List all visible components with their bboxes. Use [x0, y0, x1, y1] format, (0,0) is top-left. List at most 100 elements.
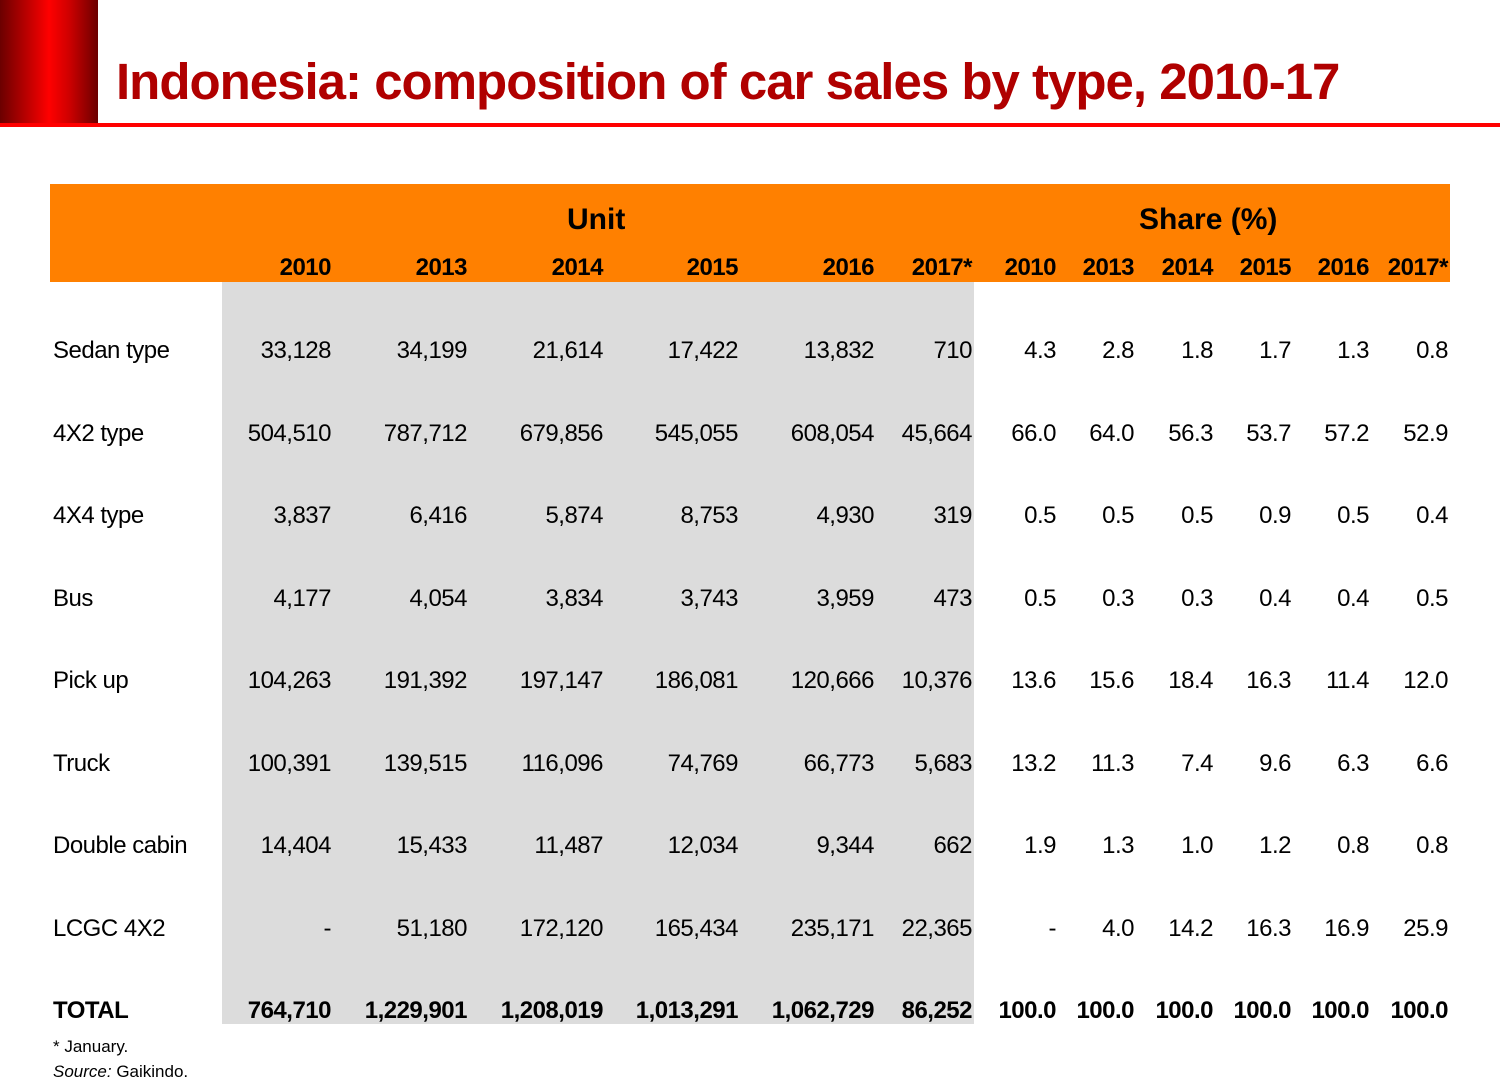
share-year-header: 2017*	[1387, 254, 1449, 281]
share-value: 6.3	[1337, 749, 1369, 777]
unit-value: 104,263	[247, 667, 332, 694]
share-value: 0.4	[1416, 502, 1448, 529]
unit-value: 116,096	[521, 749, 604, 777]
share-value: 7.4	[1181, 749, 1213, 777]
share-value: 100.0	[1233, 997, 1291, 1024]
unit-value: 235,171	[790, 914, 875, 942]
unit-year-header: 2010	[279, 254, 332, 281]
share-value: 11.4	[1326, 667, 1369, 694]
page-title: Indonesia: composition of car sales by t…	[116, 53, 1340, 110]
unit-value: 15,433	[396, 832, 468, 859]
unit-value: 13,832	[803, 337, 875, 364]
row-label: Pick up	[53, 667, 129, 694]
title-accent-bar	[0, 0, 98, 125]
share-value: 16.3	[1246, 667, 1291, 694]
unit-columns-band	[222, 282, 974, 1024]
share-value: 64.0	[1089, 419, 1134, 447]
share-value: 0.8	[1416, 832, 1448, 859]
unit-value: 608,054	[790, 419, 875, 447]
unit-year-header: 2017*	[911, 254, 973, 281]
unit-value: 319	[933, 502, 972, 529]
unit-value: 139,515	[383, 749, 468, 777]
unit-value: 5,683	[914, 749, 972, 777]
share-value: 53.7	[1246, 419, 1291, 447]
share-year-header: 2013	[1082, 254, 1135, 281]
share-value: 0.5	[1102, 502, 1134, 529]
share-value: 1.9	[1024, 832, 1056, 859]
share-value: 100.0	[998, 997, 1056, 1024]
unit-value: 51,180	[396, 914, 468, 942]
share-value: 100.0	[1311, 997, 1369, 1024]
share-value: 0.5	[1337, 502, 1369, 529]
share-value: 1.2	[1259, 832, 1291, 859]
share-value: 4.0	[1102, 914, 1134, 942]
unit-value: 679,856	[519, 419, 604, 447]
unit-year-header: 2014	[551, 254, 604, 281]
unit-value: 191,392	[383, 667, 468, 694]
share-value: 1.3	[1102, 832, 1134, 859]
share-value: 1.3	[1337, 337, 1369, 364]
unit-value: 22,365	[901, 914, 973, 942]
share-value: 100.0	[1155, 997, 1213, 1024]
share-value: 6.6	[1416, 749, 1448, 777]
share-value: 15.6	[1089, 667, 1134, 694]
share-value: 100.0	[1390, 997, 1448, 1024]
share-value: 56.3	[1168, 419, 1213, 447]
share-value: 0.5	[1181, 502, 1213, 529]
unit-value: 14,404	[260, 832, 332, 859]
share-value: 14.2	[1168, 914, 1213, 942]
unit-value: 21,614	[532, 337, 604, 364]
row-label: 4X2 type	[53, 419, 144, 447]
unit-value: 545,055	[654, 419, 739, 447]
unit-value: 764,710	[247, 997, 332, 1024]
unit-value: 12,034	[667, 832, 739, 859]
share-value: 0.8	[1337, 832, 1369, 859]
share-value: 0.9	[1259, 502, 1291, 529]
unit-value: 3,743	[680, 584, 738, 612]
title-divider	[0, 123, 1500, 127]
share-value: 0.5	[1024, 502, 1056, 529]
share-value: 0.5	[1024, 584, 1056, 612]
share-value: 57.2	[1324, 419, 1369, 447]
source-note: Source: Gaikindo.	[53, 1062, 188, 1082]
unit-year-header: 2013	[415, 254, 468, 281]
unit-value: 17,422	[667, 337, 739, 364]
unit-value: 186,081	[654, 667, 739, 694]
share-value: 0.5	[1416, 584, 1448, 612]
share-value: 18.4	[1168, 667, 1213, 694]
share-group-header: Share (%)	[1139, 203, 1278, 236]
unit-value: -	[323, 914, 332, 942]
row-label: 4X4 type	[53, 502, 144, 529]
unit-value: 5,874	[545, 502, 603, 529]
share-value: 0.4	[1337, 584, 1369, 612]
share-value: 1.7	[1259, 337, 1291, 364]
share-year-header: 2016	[1317, 254, 1370, 281]
unit-value: 3,959	[816, 584, 874, 612]
unit-value: 100,391	[247, 749, 332, 777]
share-value: 0.4	[1259, 584, 1291, 612]
unit-value: 710	[933, 337, 972, 364]
unit-value: 10,376	[901, 667, 973, 694]
share-year-header: 2015	[1239, 254, 1292, 281]
row-label: TOTAL	[53, 997, 129, 1024]
share-value: 4.3	[1024, 337, 1056, 364]
unit-value: 1,013,291	[635, 997, 739, 1024]
unit-value: 8,753	[680, 502, 738, 529]
unit-value: 1,208,019	[500, 997, 604, 1024]
share-value: 16.9	[1324, 914, 1369, 942]
unit-value: 197,147	[519, 667, 604, 694]
unit-value: 33,128	[260, 337, 332, 364]
footnote: * January.	[53, 1037, 129, 1056]
unit-value: 66,773	[803, 749, 875, 777]
share-year-header: 2010	[1004, 254, 1057, 281]
share-value: 16.3	[1246, 914, 1291, 942]
unit-value: 3,834	[545, 584, 603, 612]
share-value: 0.3	[1181, 584, 1213, 612]
share-value: 100.0	[1076, 997, 1134, 1024]
unit-value: 34,199	[396, 337, 468, 364]
share-value: 11.3	[1091, 749, 1134, 777]
share-value: 0.8	[1416, 337, 1448, 364]
unit-group-header: Unit	[567, 203, 626, 236]
share-value: 0.3	[1102, 584, 1134, 612]
share-value: -	[1048, 914, 1057, 942]
